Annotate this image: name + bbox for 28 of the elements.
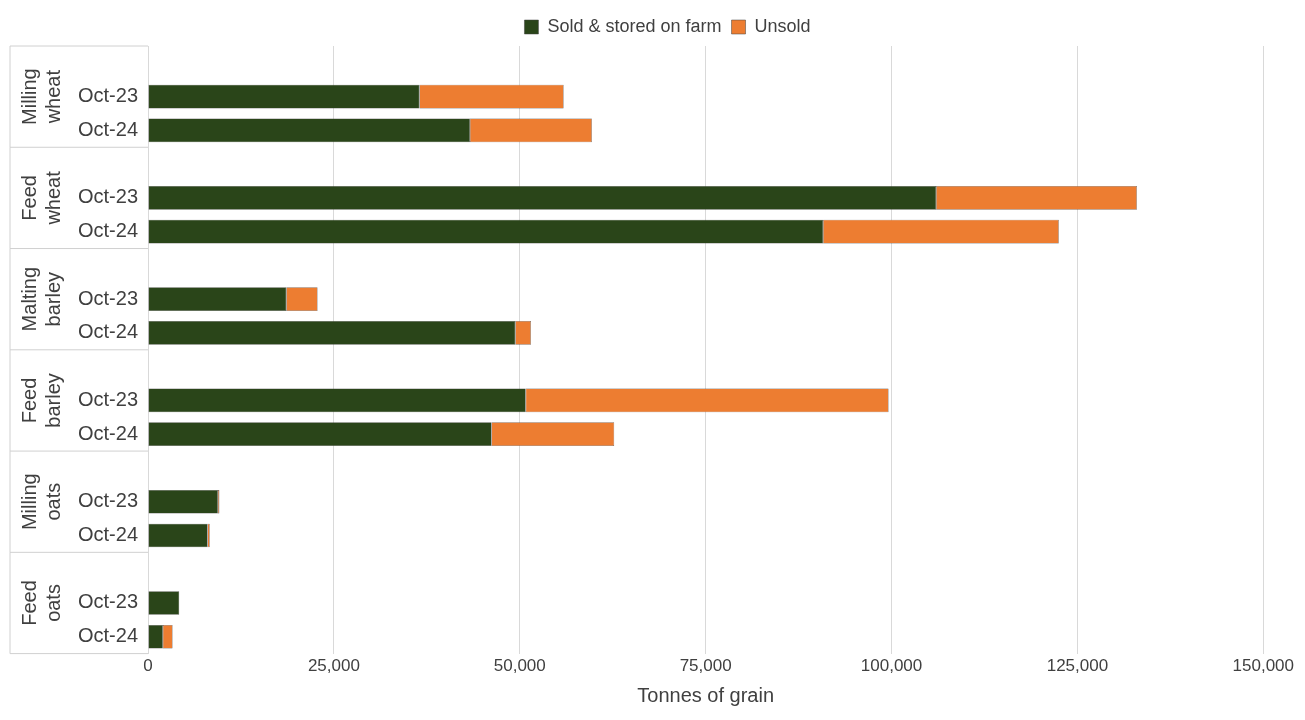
text: Feed wheat <box>17 170 64 226</box>
x-tick-label: 50,000 <box>493 656 546 676</box>
y-tick-label: Oct-23 <box>77 185 139 208</box>
y-tick-label: Oct-23 <box>77 84 139 107</box>
text: Feed barley <box>17 373 64 428</box>
y-tick-label: Oct-23 <box>77 387 139 410</box>
y-tick-label: Oct-24 <box>77 320 139 343</box>
x-axis-title: Tonnes of grain <box>637 683 775 706</box>
y-tick-label: Oct-24 <box>77 117 139 140</box>
y-tick-label: Oct-24 <box>77 522 139 545</box>
legend-label: Sold & stored on farm <box>547 15 722 36</box>
x-tick-label: 150,000 <box>1232 656 1294 676</box>
x-tick-label: 75,000 <box>679 656 732 676</box>
y-tick-label: Oct-23 <box>77 489 139 512</box>
y-tick-label: Oct-24 <box>77 421 139 444</box>
text: Milling wheat <box>17 68 64 125</box>
text: Malting barley <box>17 266 64 332</box>
y-tick-label: Oct-24 <box>77 219 139 242</box>
x-tick-label: 0 <box>143 656 153 676</box>
x-tick-label: 25,000 <box>307 656 360 676</box>
text: Feed oats <box>17 580 64 626</box>
text: Milling oats <box>17 473 64 531</box>
y-tick-label: Oct-23 <box>77 590 139 613</box>
y-tick-label: Oct-24 <box>77 624 139 647</box>
x-tick-label: 100,000 <box>860 656 923 676</box>
y-tick-label: Oct-23 <box>77 286 139 309</box>
x-tick-label: 125,000 <box>1046 656 1109 676</box>
legend-label: Unsold <box>754 15 811 36</box>
